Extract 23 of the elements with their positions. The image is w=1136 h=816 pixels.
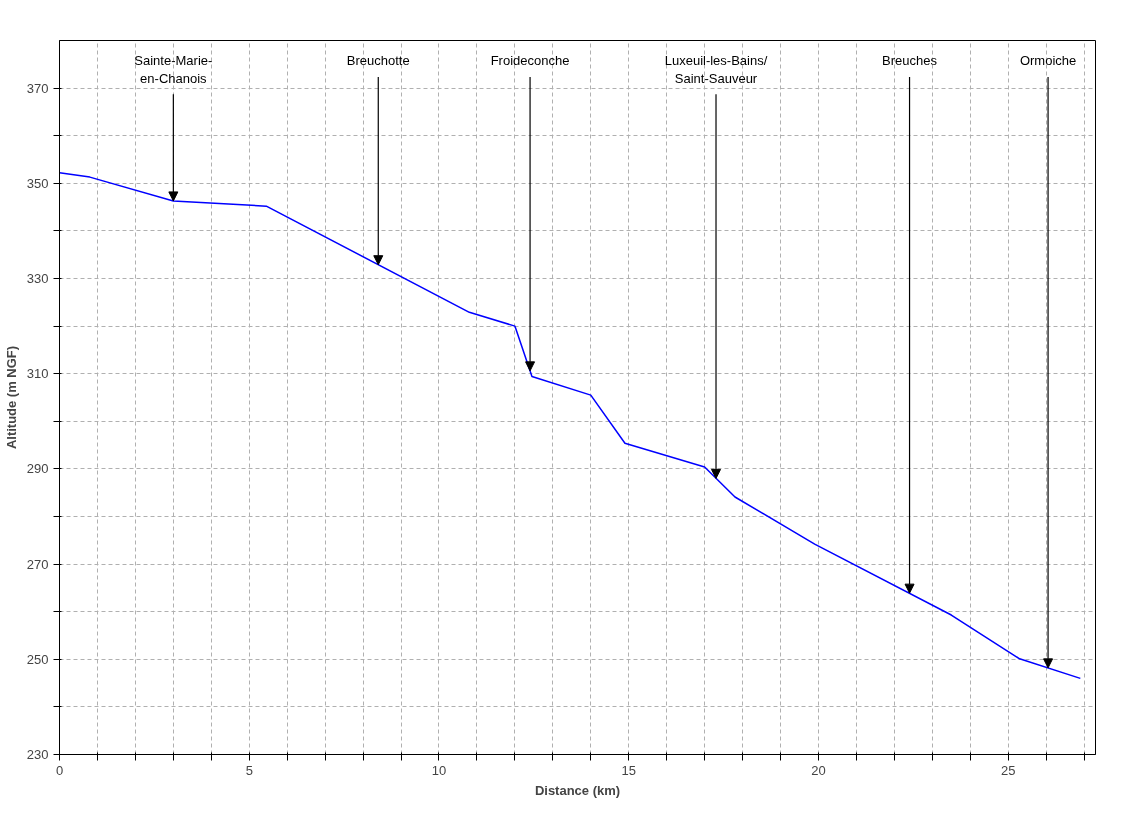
y-tick-label: 290 — [26, 461, 49, 477]
y-tick-label: 250 — [26, 651, 49, 667]
annotation: Sainte-Marie- en-Chanois — [134, 52, 213, 86]
annotation: Froideconche — [490, 52, 570, 68]
x-tick-label: 10 — [431, 762, 447, 778]
y-axis-title: Altitude (m NGF) — [3, 345, 19, 450]
x-tick-label: 0 — [55, 762, 64, 778]
annotation: Ormoiche — [1019, 52, 1077, 68]
annotation: Breuchotte — [346, 52, 410, 68]
x-axis-title: Distance (km) — [534, 782, 621, 798]
annotation: Breuches — [882, 52, 938, 68]
x-tick-label: 15 — [621, 762, 636, 778]
x-tick-label: 25 — [1000, 762, 1016, 778]
y-tick-label: 370 — [26, 80, 49, 96]
y-tick-label: 350 — [26, 175, 49, 191]
y-tick-label: 230 — [26, 747, 49, 762]
x-tick-label: 5 — [245, 762, 253, 778]
line-series — [59, 172, 1082, 680]
y-tick-label: 310 — [26, 366, 49, 382]
annotation: Luxeuil-les-Bains/ Saint-Sauveur — [664, 52, 768, 86]
x-tick-label: 20 — [811, 762, 826, 778]
y-tick-label: 270 — [26, 556, 49, 572]
y-tick-label: 330 — [26, 271, 49, 286]
